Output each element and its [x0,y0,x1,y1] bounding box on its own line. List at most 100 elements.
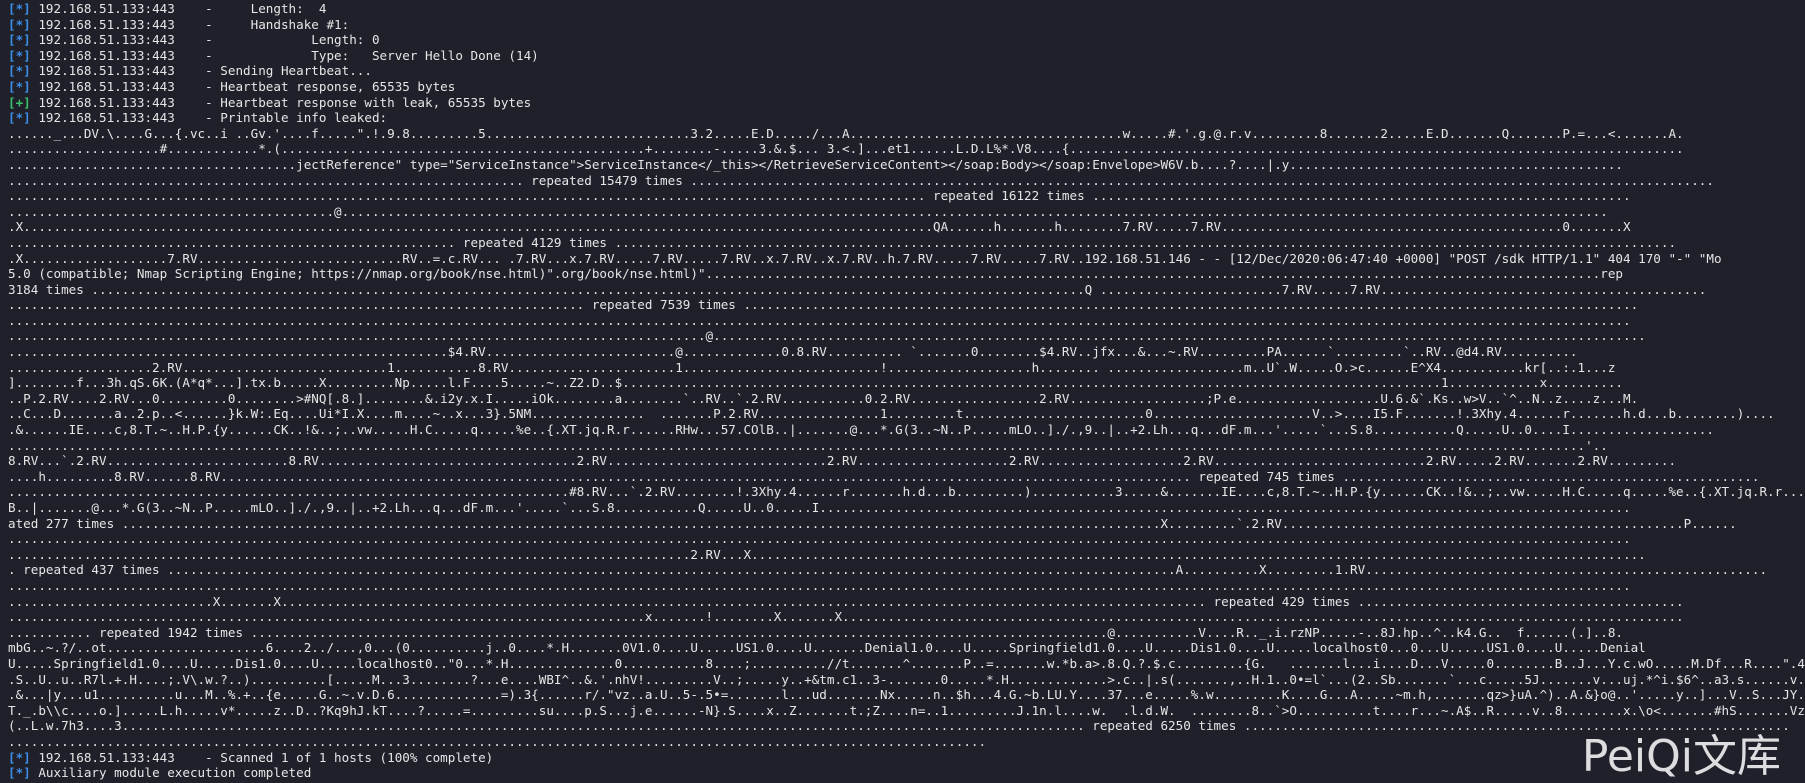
terminal-line: [*] 192.168.51.133:443 - Type: Server He… [0,48,1805,64]
terminal-line: B..|.......@...*.G(3..~N..P.....mLO..]./… [0,500,1805,516]
line-text: .X...................7.RV...............… [8,250,1722,266]
terminal-line: ........................................… [0,531,1805,547]
terminal-line: (..L.w.7h3....3.........................… [0,718,1805,734]
line-text: ........................................… [8,172,1714,188]
line-text: ........................................… [8,437,1608,453]
status-tag: [*] [8,63,31,79]
status-tag: [*] [8,47,31,63]
status-tag: [*] [8,749,31,765]
line-text: ........................................… [8,344,1578,360]
line-text: ........................................… [8,203,1608,219]
line-text: 3184 times .............................… [8,281,1707,297]
line-text: ........................................… [8,328,1646,344]
line-text: .&......IE....c,8.T.~..H.P.{y......CK..!… [8,422,1714,438]
status-tag: [*] [8,16,31,32]
terminal-line: ........................................… [0,578,1805,594]
terminal-line: [*] 192.168.51.133:443 - Length: 4 [0,1,1805,17]
line-text: ........... repeated 1942 times ........… [8,624,1623,640]
line-text: mbG..~.?/..ot.....................6....2… [8,640,1646,656]
terminal-line: ..C...D.......a..2.p..<......}k.W:.Eq...… [0,406,1805,422]
terminal-line: 8.RV...`.2.RV........................8.R… [0,453,1805,469]
terminal-line: ...................2.RV.................… [0,360,1805,376]
terminal-line: ated 277 times .........................… [0,516,1805,532]
line-text: ........................................… [8,188,1631,204]
line-text: .X......................................… [8,219,1631,235]
terminal-line: [*] 192.168.51.133:443 - Printable info … [0,110,1805,126]
terminal-line: ........................................… [0,438,1805,454]
line-text: 192.168.51.133:443 - Type: Server Hello … [30,47,539,63]
terminal-line: ...........................X.......X....… [0,594,1805,610]
line-text: ]........f...3h.qS.6K.(A*q*...].tx.b....… [8,375,1623,391]
terminal-line: 3184 times .............................… [0,282,1805,298]
terminal-line: ......................................je… [0,157,1805,173]
line-text: (..L.w.7h3....3.........................… [8,718,1790,734]
terminal-line: .&......IE....c,8.T.~..H.P.{y......CK..!… [0,422,1805,438]
line-text: 5.0 (compatible; Nmap Scripting Engine; … [8,266,1623,282]
terminal-line: ........................................… [0,313,1805,329]
terminal-line: .X......................................… [0,219,1805,235]
line-text: ........................................… [8,546,1646,562]
line-text: 192.168.51.133:443 - Heartbeat response,… [30,78,456,94]
watermark: PeiQi文库 [1581,731,1781,783]
terminal-line: . repeated 437 times ...................… [0,562,1805,578]
line-text: 192.168.51.133:443 - Printable info leak… [30,110,388,126]
terminal-line: ........................................… [0,547,1805,563]
terminal-line: ........................................… [0,173,1805,189]
terminal-line: ..P.2.RV....2.RV...0.........0........>#… [0,391,1805,407]
terminal-line: ........................................… [0,235,1805,251]
line-text: ........................................… [8,312,1631,328]
line-text: ........................................… [8,733,987,749]
line-text: ated 277 times .........................… [8,515,1737,531]
line-text: 8.RV...`.2.RV........................8.R… [8,453,1677,469]
terminal-line: ........................................… [0,188,1805,204]
terminal-line: [*] 192.168.51.133:443 - Length: 0 [0,32,1805,48]
status-tag: [*] [8,1,31,16]
terminal-line: ........................................… [0,204,1805,220]
terminal-line: [*] 192.168.51.133:443 - Sending Heartbe… [0,63,1805,79]
terminal-line: [+] 192.168.51.133:443 - Heartbeat respo… [0,95,1805,111]
line-text: ........................................… [8,577,1631,593]
line-text: ..P.2.RV....2.RV...0.........0........>#… [8,390,1639,406]
terminal-line: [*] 192.168.51.133:443 - Scanned 1 of 1 … [0,750,1805,766]
terminal-line: 5.0 (compatible; Nmap Scripting Engine; … [0,266,1805,282]
line-text: ........................................… [8,484,1805,500]
line-text: 192.168.51.133:443 - Heartbeat response … [30,94,532,110]
terminal-line: mbG..~.?/..ot.....................6....2… [0,640,1805,656]
terminal-line: .X...................7.RV...............… [0,251,1805,267]
terminal-line: [*] 192.168.51.133:443 - Handshake #1: [0,17,1805,33]
line-text: . repeated 437 times ...................… [8,562,1768,578]
terminal-line: ........................................… [0,297,1805,313]
terminal-line: ....................#............*.(....… [0,141,1805,157]
line-text: 192.168.51.133:443 - Handshake #1: [30,16,350,32]
status-tag: [*] [8,78,31,94]
line-text: ........................................… [8,297,1639,313]
line-text: U.....Springfield1.0....U.....Dis1.0....… [8,655,1805,671]
terminal-line: ........................................… [0,328,1805,344]
terminal-line: .&...|y...u1..........u...M..%.+..{e....… [0,687,1805,703]
line-text: ...........................X.......X....… [8,593,1684,609]
terminal-line: [*] Auxiliary module execution completed [0,765,1805,781]
line-text: ......................................je… [8,156,1623,172]
terminal-line: ....h.........8.RV......8.RV............… [0,469,1805,485]
terminal-line: ........... repeated 1942 times ........… [0,625,1805,641]
line-text: ....................#............*.(....… [8,141,1684,157]
status-tag: [*] [8,110,31,126]
line-text: 192.168.51.133:443 - Length: 0 [30,32,380,48]
terminal-line: [*] 192.168.51.133:443 - Heartbeat respo… [0,79,1805,95]
line-text: 192.168.51.133:443 - Scanned 1 of 1 host… [30,749,494,765]
line-text: ........................................… [8,609,1684,625]
terminal-line: .S..U..u..R7l.+.H....;.V\.w.?..)........… [0,672,1805,688]
terminal-line: T._.b\\c....o.].....L.h.....v*.....z..D.… [0,703,1805,719]
line-text: .S..U..u..R7l.+.H....;.V\.w.?..)........… [8,671,1805,687]
status-tag: [*] [8,765,31,781]
line-text: 192.168.51.133:443 - Length: 4 [30,1,327,16]
terminal-line: ......_...DV.\....G...{.vc..i ..Gv.'....… [0,126,1805,142]
line-text: T._.b\\c....o.].....L.h.....v*.....z..D.… [8,702,1805,718]
terminal-line: ]........f...3h.qS.6K.(A*q*...].tx.b....… [0,375,1805,391]
line-text: B..|.......@...*.G(3..~N..P.....mLO..]./… [8,500,1631,515]
line-text: Auxiliary module execution completed [30,765,312,781]
line-text: ..C...D.......a..2.p..<......}k.W:.Eq...… [8,406,1775,422]
terminal-line: ........................................… [0,344,1805,360]
line-text: ....h.........8.RV......8.RV............… [8,468,1760,484]
line-text: .&...|y...u1..........u...M..%.+..{e....… [8,687,1805,703]
